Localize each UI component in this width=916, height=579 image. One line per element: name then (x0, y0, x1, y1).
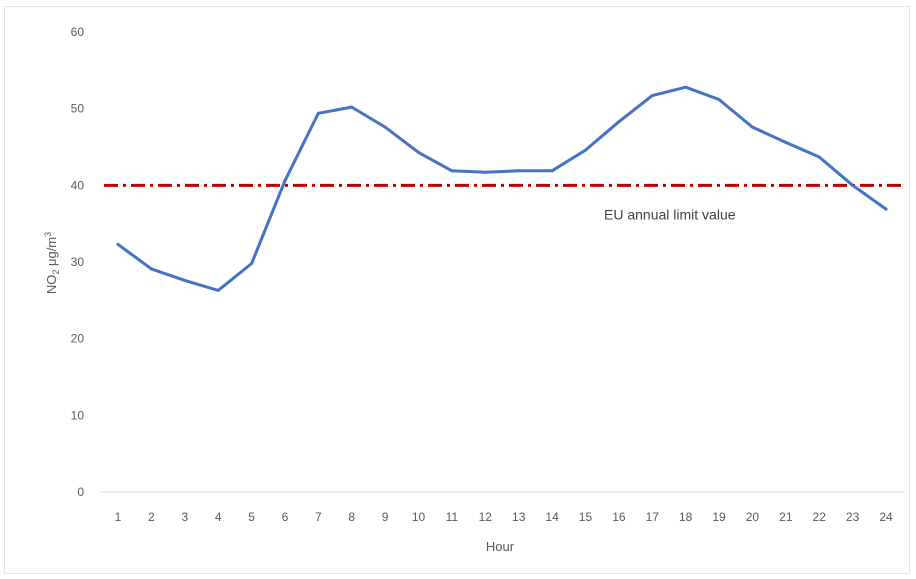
x-tick-label: 9 (382, 510, 389, 524)
x-axis-ticks: 1 2 3 4 5 6 7 8 9 10 11 12 13 14 15 16 17 18 19 20 21 22 23 24 (115, 510, 893, 524)
x-tick-label: 6 (282, 510, 289, 524)
y-axis-title: NO2 μg/m3 (43, 232, 61, 294)
x-tick-label: 19 (712, 510, 726, 524)
x-tick-label: 7 (315, 510, 322, 524)
y-axis-ticks: 0 10 20 30 40 50 60 (71, 25, 85, 499)
data-point-hour-20 (750, 125, 754, 129)
x-axis-title: Hour (486, 539, 515, 554)
data-point-hour-7 (316, 111, 320, 115)
data-point-hour-10 (417, 150, 421, 154)
data-point-hour-12 (483, 170, 487, 174)
x-tick-label: 8 (348, 510, 355, 524)
x-tick-label: 14 (545, 510, 559, 524)
y-tick-label: 10 (71, 408, 85, 422)
data-point-hour-22 (817, 155, 821, 159)
eu-limit-label: EU annual limit value (604, 206, 736, 222)
data-point-hour-15 (583, 148, 587, 152)
y-tick-label: 20 (71, 332, 85, 346)
data-point-hour-17 (650, 94, 654, 98)
x-tick-label: 4 (215, 510, 222, 524)
x-tick-label: 1 (115, 510, 122, 524)
data-point-hour-1 (116, 242, 120, 246)
x-tick-label: 10 (412, 510, 426, 524)
data-point-hour-5 (250, 262, 254, 266)
no2-series-points (116, 85, 888, 292)
y-tick-label: 40 (71, 178, 85, 192)
x-tick-label: 15 (579, 510, 593, 524)
x-tick-label: 5 (248, 510, 255, 524)
data-point-hour-16 (617, 120, 621, 124)
data-point-hour-4 (216, 288, 220, 292)
x-tick-label: 3 (181, 510, 188, 524)
data-point-hour-24 (884, 207, 888, 211)
data-point-hour-9 (383, 125, 387, 129)
x-tick-label: 17 (646, 510, 660, 524)
x-tick-label: 11 (446, 510, 459, 524)
x-tick-label: 16 (612, 510, 626, 524)
data-point-hour-8 (350, 105, 354, 109)
data-point-hour-2 (149, 267, 153, 271)
data-point-hour-14 (550, 169, 554, 173)
y-tick-label: 60 (71, 25, 85, 39)
y-tick-label: 0 (77, 485, 84, 499)
data-point-hour-13 (517, 169, 521, 173)
x-tick-label: 23 (846, 510, 860, 524)
data-point-hour-6 (283, 179, 287, 183)
y-tick-label: 30 (71, 255, 85, 269)
y-tick-label: 50 (71, 102, 85, 116)
data-point-hour-19 (717, 97, 721, 101)
x-tick-label: 2 (148, 510, 155, 524)
x-tick-label: 20 (746, 510, 760, 524)
chart-frame (4, 6, 910, 574)
x-tick-label: 13 (512, 510, 526, 524)
x-tick-label: 22 (813, 510, 827, 524)
data-point-hour-11 (450, 169, 454, 173)
x-tick-label: 24 (879, 510, 893, 524)
x-tick-label: 12 (479, 510, 493, 524)
no2-series-line (116, 85, 888, 292)
data-point-hour-21 (784, 140, 788, 144)
data-point-hour-3 (183, 278, 187, 282)
x-tick-label: 21 (779, 510, 793, 524)
data-point-hour-18 (684, 85, 688, 89)
x-tick-label: 18 (679, 510, 693, 524)
data-point-hour-23 (851, 183, 855, 187)
